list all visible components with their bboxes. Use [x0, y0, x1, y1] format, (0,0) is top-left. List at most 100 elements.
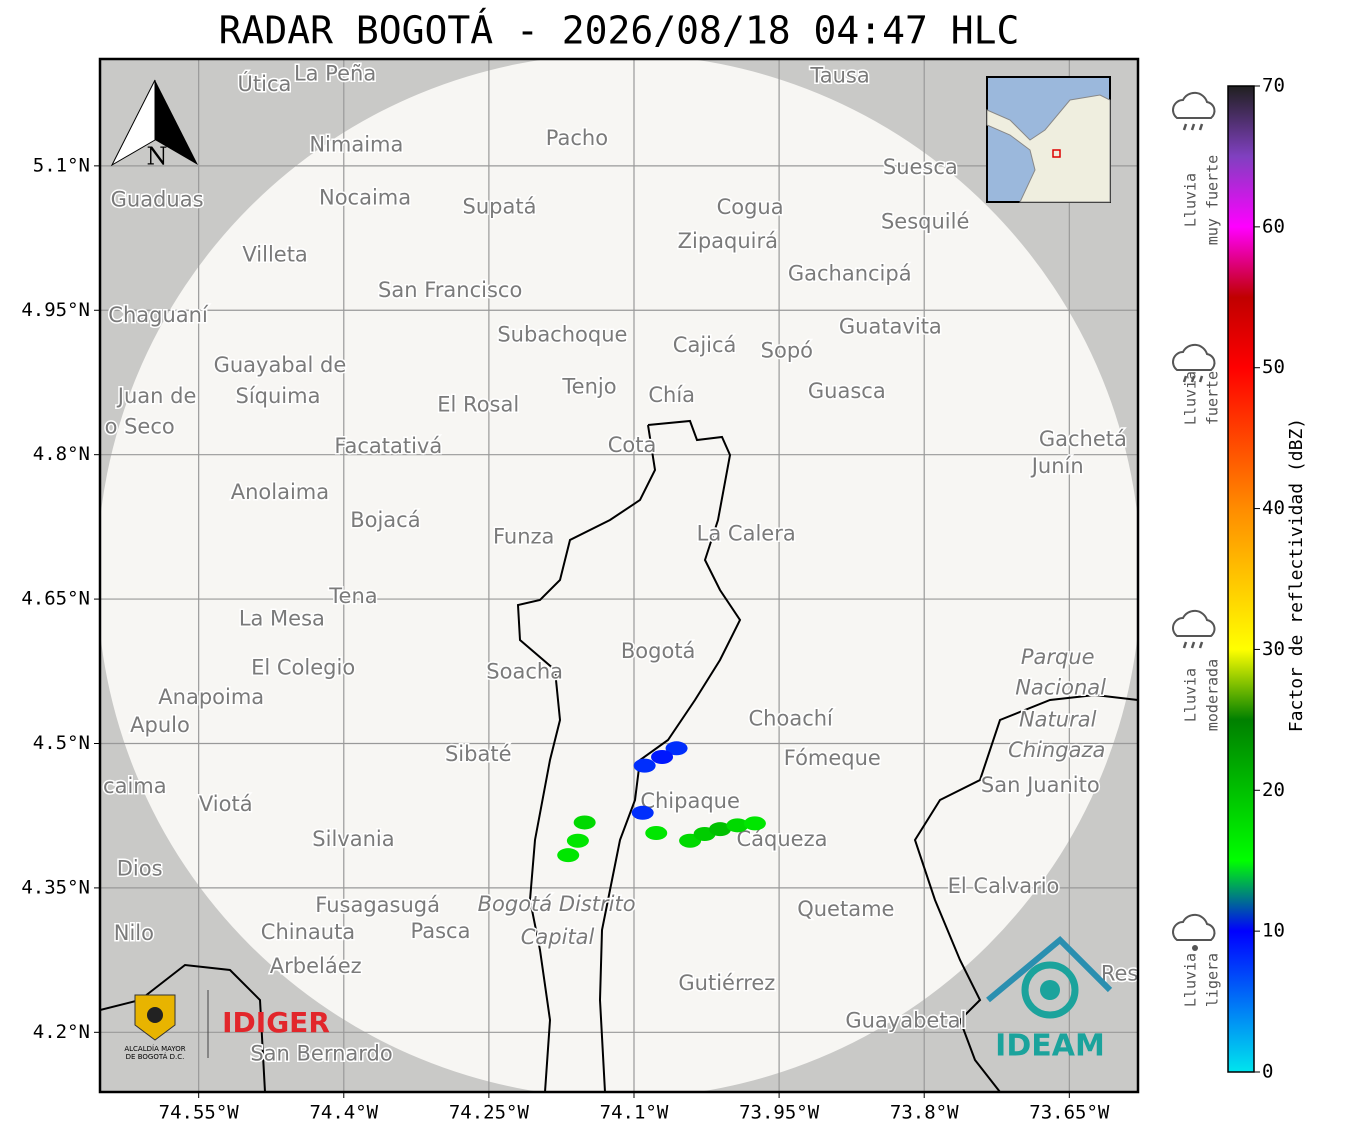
x-tick-label: 74.4°W: [309, 1102, 378, 1124]
colorbar-label: Factor de reflectividad (dBZ): [1286, 418, 1307, 732]
place-label: Sesquilé: [881, 210, 969, 234]
place-label: Útica: [238, 71, 292, 96]
place-label: Funza: [493, 524, 554, 548]
colorbar: [1227, 85, 1255, 1073]
radar-echo: [665, 741, 688, 756]
idiger-logo: IDIGER: [222, 1006, 330, 1039]
place-label: Capital: [521, 925, 595, 949]
place-label: San Juanito: [981, 773, 1100, 797]
place-label: Soacha: [486, 659, 563, 683]
rain-drops: [1182, 375, 1204, 383]
place-label: Anolaima: [231, 480, 329, 504]
place-label: Nimaima: [309, 133, 403, 157]
place-label: Guatavita: [839, 315, 942, 339]
rain-level-label: ligera: [1204, 953, 1222, 1007]
radar-range: [100, 59, 1138, 1092]
rain-level-label: fuerte: [1204, 371, 1222, 425]
x-tick-label: 74.25°W: [449, 1102, 530, 1124]
colorbar-tick-label: 10: [1262, 920, 1285, 942]
rain-drop: [1192, 945, 1198, 951]
colorbar-tick-label: 50: [1262, 356, 1285, 378]
place-label: Cajicá: [673, 333, 737, 357]
y-tick-label: 4.35°N: [21, 876, 90, 898]
place-label: El Rosal: [437, 393, 519, 417]
place-label: La Peña: [294, 61, 376, 85]
place-label: Apulo: [130, 713, 190, 737]
department-boundary: [100, 693, 1138, 1092]
place-label: Pacho: [546, 126, 608, 150]
rain-drops: [1182, 123, 1204, 131]
rain-level-label: Lluvia: [1182, 371, 1200, 425]
radar-echo: [726, 818, 749, 833]
place-label: Chingaza: [1008, 738, 1105, 762]
ideam-logo: IDEAM: [986, 935, 1113, 1064]
place-label: Chinauta: [261, 920, 355, 944]
place-label: San Francisco: [378, 278, 522, 302]
ideam-text: IDEAM: [995, 1029, 1105, 1064]
radar-echo: [709, 822, 732, 837]
y-tick-label: 4.5°N: [33, 732, 90, 754]
colorbar-tick-label: 20: [1262, 779, 1285, 801]
place-label: La Mesa: [239, 606, 325, 630]
place-label: Nocaima: [319, 186, 411, 210]
place-label: Junín: [1030, 454, 1084, 478]
place-label: Sibaté: [445, 742, 512, 766]
rain-drops: [1182, 641, 1204, 649]
inset-map: [986, 76, 1111, 203]
north-arrow: N: [110, 79, 198, 171]
place-label: Choachí: [749, 706, 835, 730]
radar-echo: [633, 758, 656, 773]
alcaldia-logo: ALCALDÍA MAYOR DE BOGOTÁ D.C.: [124, 990, 209, 1061]
x-tick-label: 74.55°W: [159, 1102, 240, 1124]
place-label: Fusagasugá: [315, 893, 440, 917]
place-label: Nilo: [114, 921, 154, 945]
y-tick-label: 4.95°N: [21, 299, 90, 321]
rain-icon: [1172, 91, 1216, 119]
place-label: Supatá: [463, 194, 537, 218]
y-tick-label: 4.65°N: [21, 588, 90, 610]
place-label: Villeta: [242, 242, 307, 266]
radar-echo: [566, 833, 589, 848]
place-label: Guaduas: [111, 188, 204, 212]
logo-text: ALCALDÍA MAYOR: [124, 1044, 185, 1053]
colorbar-tick-label: 60: [1262, 215, 1285, 237]
y-tick-label: 4.2°N: [33, 1021, 90, 1043]
place-label: Gutiérrez: [678, 971, 775, 995]
place-label: Quetame: [797, 897, 894, 921]
y-tick-label: 5.1°N: [33, 154, 90, 176]
place-label: Tena: [328, 584, 377, 608]
place-label: Zipaquirá: [678, 229, 778, 253]
radar-echo: [557, 848, 580, 863]
rain-level-label: Lluvia: [1182, 668, 1200, 722]
map: Útica La Peña Tausa Pacho Nimaima Guaduas Noca…: [100, 59, 1139, 1092]
place-label: El Colegio: [251, 655, 355, 679]
place-label: Cota: [608, 433, 657, 457]
title: RADAR BOGOTÁ - 2026/08/18 04:47 HLC: [219, 9, 1020, 53]
colorbar-tick-label: 40: [1262, 497, 1285, 519]
place-label: Guasca: [808, 379, 886, 403]
place-label: caima: [103, 774, 167, 798]
north-label: N: [147, 143, 168, 171]
place-label: Arbeláez: [270, 954, 362, 978]
place-label: Tausa: [809, 63, 869, 87]
place-label: Pasca: [411, 919, 471, 943]
place-label: Juan de: [116, 384, 197, 408]
place-label: Res: [1101, 962, 1139, 986]
place-label: Bogotá Distrito: [478, 892, 636, 916]
x-tick-label: 73.95°W: [739, 1102, 820, 1124]
place-label: Cogua: [717, 195, 784, 219]
place-label: Parque: [1021, 645, 1095, 669]
radar-echo: [645, 826, 668, 841]
rain-icon: [1172, 913, 1216, 941]
place-label: Bogotá: [621, 639, 696, 663]
place-label: Facatativá: [334, 434, 442, 458]
place-label: Subachoque: [497, 322, 627, 346]
place-label: Natural: [1019, 707, 1097, 731]
x-tick-label: 73.65°W: [1029, 1102, 1110, 1124]
place-label: Chaguaní: [108, 303, 209, 327]
place-label: Bojacá: [350, 508, 420, 532]
place-label: Nacional: [1015, 676, 1106, 700]
place-label: Gachetá: [1039, 427, 1127, 451]
place-label: San Bernardo: [250, 1041, 392, 1065]
